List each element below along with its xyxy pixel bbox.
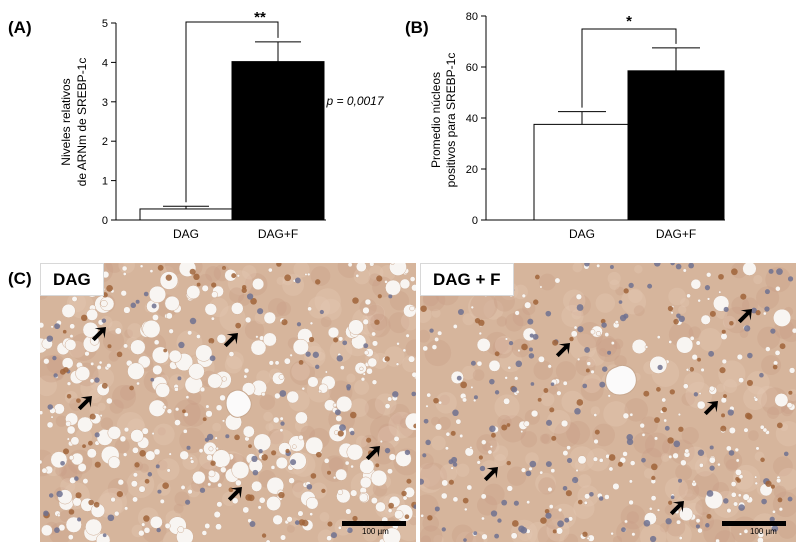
micrograph-dag-f-image (420, 263, 796, 542)
chart-a-ytick-label-1: 1 (102, 176, 108, 188)
panel-label-b: (B) (405, 18, 429, 37)
chart-b-significance-bracket (581, 28, 677, 108)
chart-a-ytick-label-3: 3 (102, 97, 108, 109)
panel-c-label-svg: (C) (8, 269, 32, 288)
micro-0-arrow-1 (223, 333, 238, 348)
micro-0-scale-bar (342, 521, 406, 526)
chart-b-ytick-label-1: 20 (466, 164, 478, 176)
bar-charts: (A) (B) Niveles relativos de ARNm de SRE… (8, 9, 725, 241)
chart-a-ytick-label-0: 0 (102, 215, 108, 227)
chart-b-category-label-1: DAG+F (656, 227, 696, 241)
chart-b-category-label-0: DAG (569, 227, 595, 241)
chart-a-ylabel-1: Niveles relativos (59, 78, 73, 165)
micro-1-arrow-4 (669, 501, 684, 516)
chart-a: 0 1 2 3 4 5 DAG DAG+F (102, 18, 326, 241)
micro-1-arrow-2 (703, 401, 718, 416)
micro-0-nuclei (42, 263, 416, 539)
chart-a-pvalue: p = 0,0017 (325, 94, 384, 108)
micro-1-nuclei (420, 263, 794, 542)
chart-b-ytick-label-3: 60 (466, 62, 478, 74)
micro-1-texture (420, 263, 796, 542)
micrograph-dag: DAG 100 µm (40, 263, 416, 542)
panel-label-c: (C) (8, 269, 32, 288)
chart-a-category-label-0: DAG (173, 227, 199, 241)
chart-a-bar-1 (231, 61, 325, 221)
micrograph-dag-image (40, 263, 416, 542)
micrograph-dag-label: DAG (40, 263, 104, 296)
chart-b-ylabel-2: positivos para SREBP-1c (444, 53, 458, 188)
micrograph-dag-f-label: DAG + F (420, 263, 514, 296)
chart-b-bar-1 (627, 70, 725, 221)
chart-a-ytick-label-2: 2 (102, 136, 108, 148)
chart-b-ylabel-1: Promedio núcleos (429, 72, 443, 168)
micro-1-scale-bar (722, 521, 786, 526)
micro-0-central-vein (225, 389, 252, 418)
chart-b-ytick-label-0: 0 (472, 215, 478, 227)
chart-a-category-label-1: DAG+F (258, 227, 298, 241)
micro-1-arrow-0 (737, 309, 752, 324)
chart-b: 0 20 40 60 80 DAG DAG+F (466, 11, 725, 241)
chart-a-ylabel-2: de ARNm de SREBP-1c (75, 58, 89, 187)
chart-a-bar-0 (139, 208, 233, 221)
chart-a-ytick-label-5: 5 (102, 18, 108, 30)
chart-b-ytick-label-2: 40 (466, 113, 478, 125)
micro-0-arrow-4 (227, 487, 242, 502)
micro-0-lipid-vacuoles (40, 263, 416, 542)
chart-a-significance: ** (254, 9, 266, 26)
chart-b-bar-0 (533, 123, 631, 221)
chart-a-significance-bracket (185, 21, 279, 203)
micro-1-arrow-3 (483, 467, 498, 482)
micro-0-arrow-0 (91, 327, 106, 342)
micrograph-dag-f: DAG + F 100 µm (420, 263, 796, 542)
micro-1-arrow-1 (555, 343, 570, 358)
chart-b-significance: * (626, 13, 632, 30)
panel-label-a: (A) (8, 18, 32, 37)
micro-0-arrow-2 (77, 396, 92, 411)
chart-a-ytick-label-4: 4 (102, 57, 108, 69)
micro-0-arrow-3 (365, 446, 380, 461)
chart-b-ytick-label-4: 80 (466, 11, 478, 23)
scale-bar-label-dag: 100 µm (362, 527, 389, 536)
micro-1-central-vein (605, 364, 637, 396)
scale-bar-label-dag-f: 100 µm (750, 527, 777, 536)
